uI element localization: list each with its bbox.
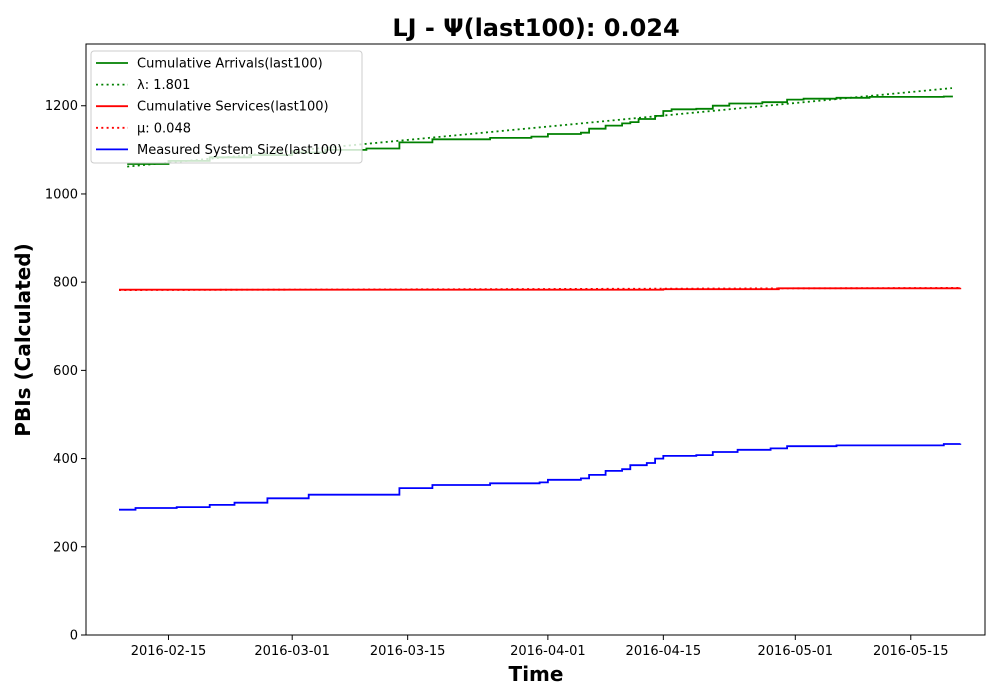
x-tick-label: 2016-03-01 <box>254 644 330 659</box>
legend-label-4: Measured System Size(last100) <box>137 143 342 158</box>
y-tick-label: 400 <box>53 452 78 467</box>
y-axis-title: PBIs (Calculated) <box>11 243 35 436</box>
legend-label-0: Cumulative Arrivals(last100) <box>137 57 323 72</box>
x-axis: 2016-02-15 2016-03-01 2016-03-15 2016-04-01… <box>131 635 949 659</box>
y-tick-label: 200 <box>53 540 78 555</box>
legend: Cumulative Arrivals(last100) λ: 1.801 Cumu… <box>90 50 363 164</box>
chart-title: LJ - Ψ(last100): 0.024 <box>392 14 679 42</box>
series-line-4 <box>119 443 962 511</box>
axes-frame <box>85 43 986 636</box>
x-tick-label: 2016-05-15 <box>873 644 949 659</box>
y-tick-label: 800 <box>53 276 78 291</box>
y-tick-label: 1000 <box>45 187 78 202</box>
series-line-3 <box>118 287 961 291</box>
legend-box <box>90 50 363 164</box>
y-axis: 0 200 400 600 800 1000 1200 <box>45 99 86 644</box>
x-axis-title: Time <box>509 662 564 686</box>
x-tick-label: 2016-04-15 <box>626 644 702 659</box>
x-tick-label: 2016-04-01 <box>510 644 586 659</box>
legend-label-2: Cumulative Services(last100) <box>137 100 329 115</box>
y-tick-label: 1200 <box>45 99 78 114</box>
legend-label-3: μ: 0.048 <box>137 121 191 136</box>
legend-label-1: λ: 1.801 <box>137 78 190 93</box>
y-tick-label: 0 <box>70 629 78 644</box>
y-tick-label: 600 <box>53 364 78 379</box>
x-tick-label: 2016-02-15 <box>131 644 207 659</box>
x-tick-label: 2016-03-15 <box>370 644 446 659</box>
x-tick-label: 2016-05-01 <box>758 644 834 659</box>
